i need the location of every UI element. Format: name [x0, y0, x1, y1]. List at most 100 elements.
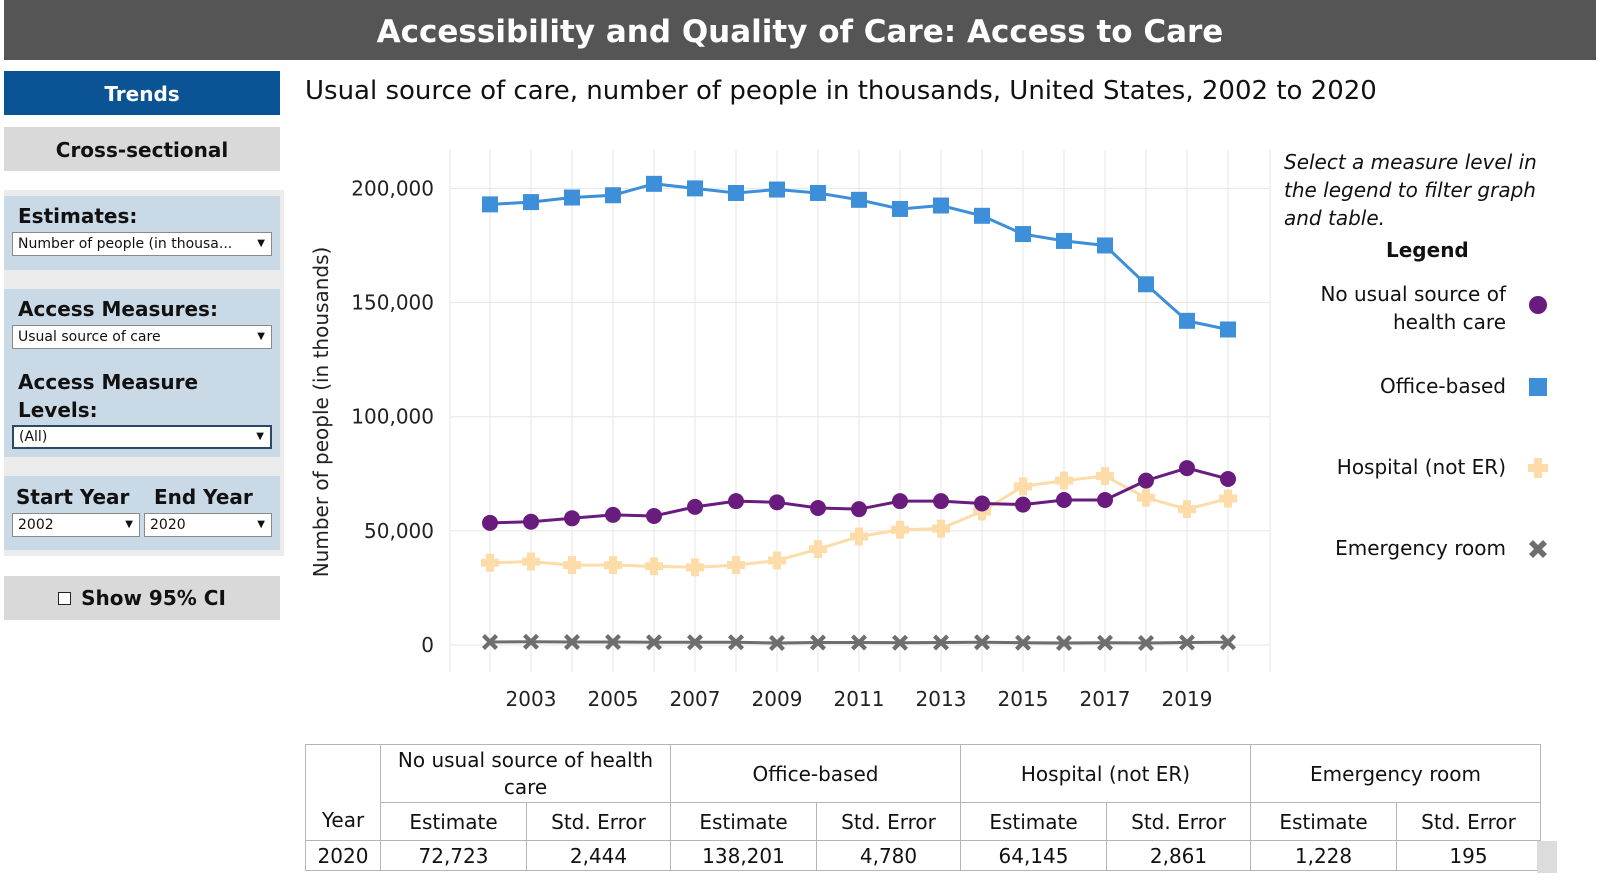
data-point-hospital-not-er	[1178, 500, 1196, 519]
year-cell: 2020	[305, 840, 381, 871]
chevron-down-icon: ▼	[256, 431, 264, 442]
legend-label: Emergency room	[1335, 536, 1506, 560]
legend-item-no-usual-source-of-health-care[interactable]: No usual source of health care	[1320, 280, 1506, 336]
table-scrollbar[interactable]	[1537, 841, 1557, 873]
levels-select[interactable]: (All) ▼	[12, 425, 272, 449]
subheader-estimate: Estimate	[1250, 802, 1397, 841]
tab-cross-sectional[interactable]: Cross-sectional	[4, 127, 280, 171]
subheader-std-error: Std. Error	[1106, 802, 1251, 841]
data-point-emergency-room	[1015, 634, 1031, 651]
data-point-office-based	[1179, 312, 1195, 329]
show-ci-button[interactable]: Show 95% CI	[4, 576, 280, 620]
legend-label: health care	[1392, 310, 1506, 334]
data-point-emergency-room	[974, 634, 990, 651]
chevron-down-icon: ▼	[257, 331, 265, 342]
measures-select[interactable]: Usual source of care ▼	[12, 325, 272, 349]
legend-item-hospital-not-er[interactable]: Hospital (not ER)	[1337, 453, 1506, 481]
start-year-select[interactable]: 2002 ▼	[12, 513, 140, 537]
legend-item-office-based[interactable]: Office-based	[1380, 372, 1506, 400]
group-header-label: No usual source of health care	[397, 747, 654, 799]
data-point-no-usual-source-of-health-care	[1220, 470, 1236, 487]
legend-marker-square-icon[interactable]	[1526, 375, 1550, 399]
data-point-office-based	[1138, 276, 1154, 293]
data-point-no-usual-source-of-health-care	[810, 500, 826, 517]
legend-marker-circle-icon[interactable]	[1526, 293, 1550, 317]
data-point-office-based	[810, 184, 826, 201]
data-point-hospital-not-er	[686, 558, 704, 577]
value-cell: 64,145	[960, 840, 1107, 871]
legend-title: Legend	[1386, 238, 1469, 262]
chevron-down-icon: ▼	[125, 519, 133, 530]
data-point-hospital-not-er	[1137, 488, 1155, 507]
end-year-select[interactable]: 2020 ▼	[144, 513, 272, 537]
year-header: Year	[321, 808, 365, 832]
show-ci-label: Show 95% CI	[81, 586, 226, 610]
data-point-office-based	[687, 180, 703, 197]
value-cell: 4,780	[816, 840, 961, 871]
subheader-estimate: Estimate	[670, 802, 817, 841]
estimates-select[interactable]: Number of people (in thousa... ▼	[12, 232, 272, 256]
start-year-label: Start Year	[16, 485, 130, 509]
data-point-no-usual-source-of-health-care	[851, 501, 867, 518]
data-point-hospital-not-er	[645, 557, 663, 576]
data-point-emergency-room	[564, 634, 580, 651]
data-point-emergency-room	[1179, 634, 1195, 651]
data-point-hospital-not-er	[1014, 477, 1032, 496]
subheader-std-error: Std. Error	[1396, 802, 1541, 841]
data-point-emergency-room	[851, 634, 867, 651]
data-point-no-usual-source-of-health-care	[646, 508, 662, 525]
group-header-label: Emergency room	[1310, 761, 1481, 786]
data-point-hospital-not-er	[481, 553, 499, 572]
value-cell: 2,444	[526, 840, 671, 871]
subheader-std-error: Std. Error	[816, 802, 961, 841]
data-point-emergency-room	[1097, 634, 1113, 651]
x-tick-label: 2003	[506, 687, 557, 711]
data-point-no-usual-source-of-health-care	[728, 493, 744, 510]
data-point-office-based	[564, 189, 580, 206]
data-point-emergency-room	[769, 634, 785, 651]
y-tick-label: 100,000	[351, 405, 434, 429]
data-point-office-based	[851, 191, 867, 208]
y-tick-label: 0	[421, 633, 434, 657]
value-cell: 2,861	[1106, 840, 1251, 871]
data-point-emergency-room	[1138, 634, 1154, 651]
years-box: Start Year End Year 2002 ▼ 2020 ▼	[4, 476, 280, 550]
data-point-office-based	[1220, 321, 1236, 338]
value-cell: 138,201	[670, 840, 817, 871]
data-point-emergency-room	[933, 634, 949, 651]
data-point-hospital-not-er	[768, 551, 786, 570]
checkbox-icon[interactable]	[58, 592, 72, 605]
legend-marker-shape	[1529, 540, 1547, 558]
legend-marker-shape	[1529, 296, 1547, 314]
subheader-estimate: Estimate	[960, 802, 1107, 841]
year-header-cell: Year	[305, 744, 381, 841]
y-tick-label: 50,000	[364, 519, 434, 543]
data-point-hospital-not-er	[563, 556, 581, 575]
group-header: No usual source of health care	[380, 744, 671, 803]
chevron-down-icon: ▼	[257, 519, 265, 530]
chevron-down-icon: ▼	[257, 238, 265, 249]
estimates-label: Estimates:	[18, 204, 138, 228]
group-header-label: Office-based	[752, 761, 879, 786]
value-cell: 195	[1396, 840, 1541, 871]
legend-marker-shape	[1529, 378, 1547, 396]
group-header-label: Hospital (not ER)	[1020, 761, 1191, 786]
legend-marker-x-icon[interactable]	[1526, 537, 1550, 561]
data-point-no-usual-source-of-health-care	[933, 493, 949, 510]
data-point-office-based	[933, 197, 949, 214]
legend-item-emergency-room[interactable]: Emergency room	[1335, 534, 1506, 562]
measures-box: Access Measures: Usual source of care ▼ A…	[4, 289, 280, 457]
group-header: Emergency room	[1250, 744, 1541, 803]
data-point-office-based	[769, 181, 785, 198]
x-tick-label: 2015	[998, 687, 1049, 711]
tab-trends[interactable]: Trends	[4, 71, 280, 115]
legend-marker-plus-icon[interactable]	[1526, 456, 1550, 480]
data-point-no-usual-source-of-health-care	[564, 510, 580, 527]
data-point-no-usual-source-of-health-care	[974, 495, 990, 512]
end-year-label: End Year	[154, 485, 253, 509]
x-tick-label: 2011	[834, 687, 885, 711]
data-point-emergency-room	[892, 634, 908, 651]
y-tick-label: 150,000	[351, 291, 434, 315]
data-point-hospital-not-er	[891, 520, 909, 539]
